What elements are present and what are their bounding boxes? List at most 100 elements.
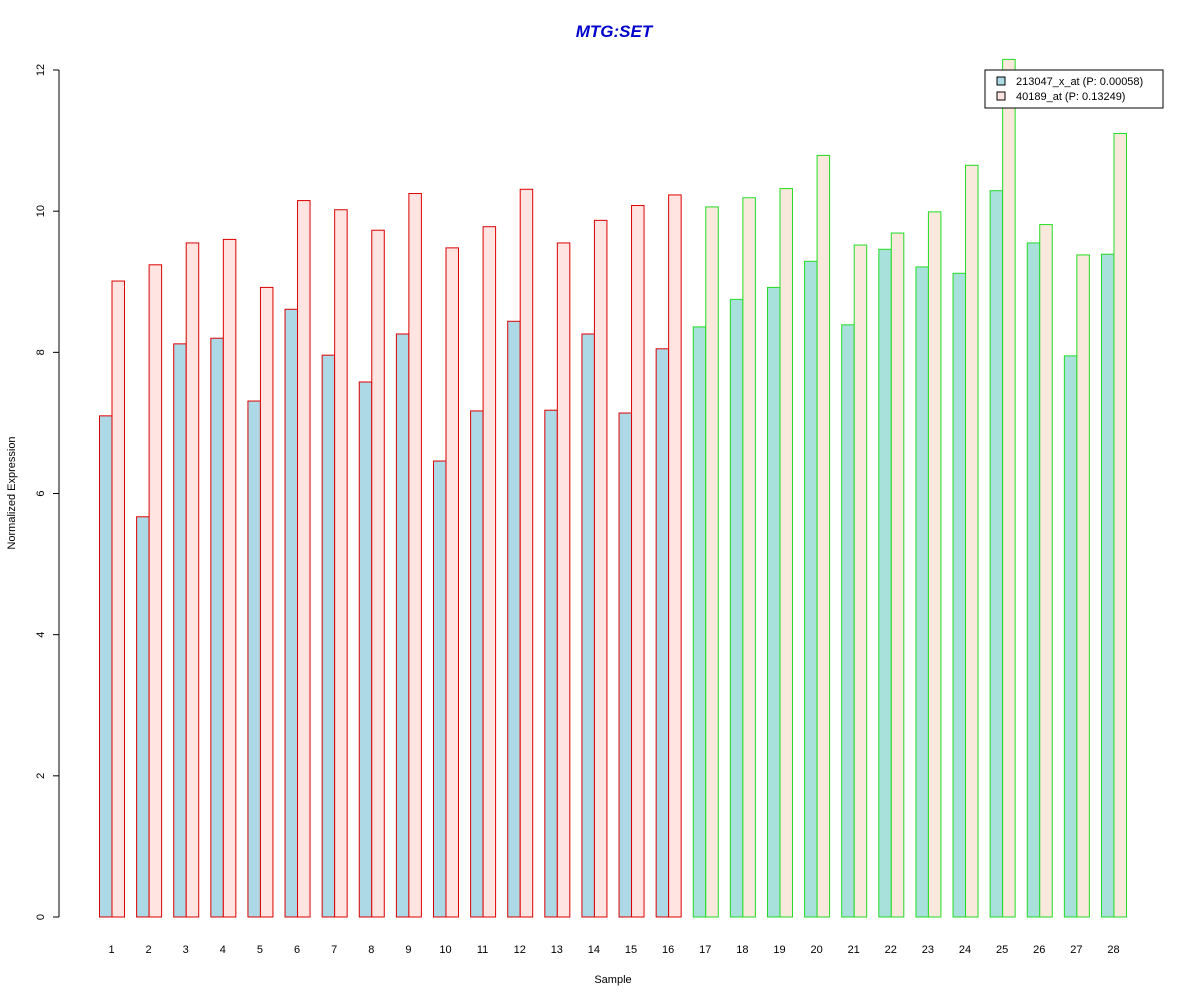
bar-series-2 — [890, 232, 905, 918]
legend-swatch — [996, 76, 1006, 86]
bar-series-2 — [631, 205, 645, 918]
bar-series-1 — [915, 266, 929, 918]
bar-series-1 — [1026, 242, 1041, 918]
x-tick-label: 14 — [588, 944, 600, 956]
bar-series-1 — [878, 248, 892, 918]
x-tick-label: 12 — [514, 944, 526, 956]
x-axis-label: Sample — [594, 974, 631, 986]
bar-series-2 — [779, 188, 793, 918]
legend-swatch — [996, 91, 1006, 101]
x-tick-labels: 1 2 3 4 5 6 7 8 9 10 11 12 13 14 15 16 17 18 19 20 21 22 23 24 2… — [108, 944, 1119, 956]
x-tick-label: 5 — [257, 944, 263, 956]
bar-series-2 — [556, 242, 571, 918]
legend: 213047_x_at (P: 0.00058) 40189_at (P: 0.1… — [984, 69, 1164, 109]
legend-entry: 213047_x_at (P: 0.00058) — [1016, 76, 1143, 88]
bar-series-1 — [210, 337, 224, 918]
bar-series-2 — [593, 219, 608, 918]
bar-series-2 — [668, 194, 682, 918]
bar-series-2 — [408, 193, 422, 918]
bar-series-2 — [297, 200, 311, 918]
x-tick-label: 24 — [959, 944, 971, 956]
x-tick-label: 7 — [331, 944, 337, 956]
y-tick-label: 10 — [35, 205, 47, 217]
x-tick-label: 10 — [439, 944, 451, 956]
y-axis: 0 2 4 6 8 10 12 — [35, 64, 60, 920]
y-tick-label: 8 — [35, 349, 47, 355]
bar-series-2 — [185, 242, 200, 918]
bar-series-1 — [1100, 253, 1115, 918]
bar-series-2 — [1113, 133, 1127, 918]
bar-series-1 — [804, 260, 818, 918]
bar-series-1 — [321, 354, 336, 918]
y-tick-label: 2 — [35, 773, 47, 779]
x-tick-label: 27 — [1070, 944, 1082, 956]
bar-series-2 — [111, 280, 125, 918]
bar-series-2 — [371, 229, 385, 918]
bar-series-1 — [581, 333, 595, 918]
x-tick-label: 22 — [885, 944, 897, 956]
chart-title: MTG:SET — [576, 22, 654, 41]
y-axis-label: Normalized Expression — [6, 436, 18, 549]
bar-series-1 — [247, 400, 261, 918]
bar-series-2 — [1002, 58, 1016, 918]
x-tick-label: 11 — [477, 944, 488, 956]
x-tick-label: 4 — [220, 944, 226, 956]
bar-series-2 — [222, 238, 237, 918]
bar-series-2 — [148, 264, 163, 918]
bar-series-2 — [927, 211, 942, 918]
x-tick-label: 13 — [551, 944, 563, 956]
bar-series-1 — [544, 409, 558, 918]
bar-series-2 — [519, 188, 534, 918]
legend-entry: 40189_at (P: 0.13249) — [1016, 91, 1125, 103]
bar-series-1 — [507, 320, 521, 918]
bar-series-2 — [742, 197, 756, 918]
x-tick-label: 1 — [108, 944, 114, 956]
bar-series-1 — [729, 298, 744, 918]
bar-series-1 — [432, 460, 447, 918]
legend-box — [984, 69, 1164, 109]
bar-series-1 — [692, 326, 707, 918]
bar-series-1 — [989, 190, 1004, 918]
bars — [99, 58, 1127, 918]
x-tick-label: 23 — [922, 944, 934, 956]
bar-series-2 — [705, 206, 719, 918]
x-tick-label: 20 — [810, 944, 822, 956]
y-tick-label: 0 — [35, 914, 47, 920]
bar-series-1 — [395, 333, 410, 918]
x-tick-label: 21 — [848, 944, 860, 956]
bar-series-2 — [1076, 254, 1090, 918]
x-tick-label: 8 — [368, 944, 374, 956]
bar-series-2 — [853, 244, 868, 918]
bar-series-1 — [1063, 355, 1078, 918]
x-tick-label: 9 — [405, 944, 411, 956]
bar-series-1 — [470, 410, 484, 918]
bar-series-2 — [1039, 224, 1053, 918]
bar-series-1 — [766, 286, 781, 918]
y-tick-label: 12 — [35, 64, 47, 76]
bar-series-2 — [259, 286, 274, 918]
bar-series-1 — [173, 343, 187, 918]
x-tick-label: 16 — [662, 944, 674, 956]
y-tick-label: 6 — [35, 490, 47, 496]
x-tick-label: 18 — [736, 944, 748, 956]
x-tick-label: 17 — [699, 944, 711, 956]
bar-series-2 — [965, 164, 979, 918]
bar-series-1 — [618, 412, 633, 918]
bar-series-1 — [952, 272, 967, 918]
bar-series-2 — [334, 209, 348, 918]
y-tick-label: 4 — [35, 632, 47, 638]
bar-series-1 — [358, 381, 373, 918]
x-tick-label: 6 — [294, 944, 300, 956]
x-tick-label: 15 — [625, 944, 637, 956]
bar-series-1 — [99, 415, 113, 918]
x-tick-label: 26 — [1033, 944, 1045, 956]
bar-series-1 — [284, 308, 299, 918]
bar-series-1 — [136, 516, 150, 918]
bar-series-1 — [655, 348, 670, 918]
x-tick-label: 25 — [996, 944, 1008, 956]
bar-series-2 — [482, 226, 497, 918]
x-tick-label: 28 — [1107, 944, 1119, 956]
bar-series-2 — [816, 154, 831, 918]
bar-series-2 — [445, 247, 459, 918]
